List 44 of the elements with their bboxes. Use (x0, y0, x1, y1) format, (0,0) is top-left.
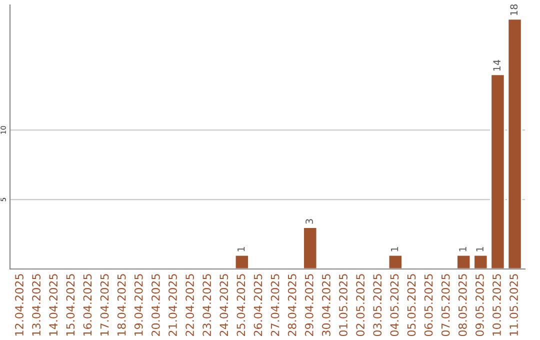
bar (456, 254, 472, 269)
x-tick-label: 29.04.2025 (304, 274, 314, 336)
x-tick-label: 25.04.2025 (236, 274, 246, 336)
x-tick-label: 30.04.2025 (322, 274, 330, 336)
x-tick-label: 04.05.2025 (390, 274, 399, 336)
x-tick-label: 22.04.2025 (186, 274, 194, 336)
x-tick-label: 11.05.2025 (510, 274, 518, 336)
x-tick-label: 26.04.2025 (254, 274, 262, 336)
x-tick-label: 06.05.2025 (424, 274, 433, 336)
bar (490, 74, 506, 269)
x-tick-label: 27.04.2025 (270, 274, 280, 336)
x-tick-label: 21.04.2025 (168, 274, 177, 336)
x-tick-label: 10.05.2025 (492, 274, 501, 336)
bar (388, 254, 403, 269)
x-tick-label: 02.05.2025 (356, 274, 365, 336)
x-tick-label: 23.04.2025 (202, 274, 212, 336)
bar (507, 18, 522, 269)
data-label: 1 (459, 247, 466, 252)
x-tick-label: 16.04.2025 (83, 274, 92, 336)
x-tick-label: 01.05.2025 (339, 274, 348, 336)
data-label: 1 (238, 247, 245, 252)
data-label: 3 (306, 219, 313, 224)
x-tick-label: 13.04.2025 (32, 274, 41, 336)
x-tick-label: 09.05.2025 (475, 274, 484, 336)
data-label: 14 (493, 60, 500, 71)
data-label: 1 (390, 247, 398, 252)
x-tick-label: 07.05.2025 (441, 274, 450, 336)
x-tick-label: 05.05.2025 (407, 274, 416, 336)
bar (473, 254, 488, 269)
bar (234, 254, 250, 269)
x-tick-label: 17.04.2025 (100, 274, 109, 336)
x-tick-label: 19.04.2025 (134, 274, 143, 336)
bar (302, 226, 318, 269)
data-label: 1 (476, 247, 484, 252)
x-tick-label: 28.04.2025 (288, 274, 296, 336)
data-label: 18 (510, 4, 518, 16)
x-tick-label: 14.04.2025 (49, 274, 58, 336)
x-tick-label: 15.04.2025 (66, 274, 75, 336)
x-tick-label: 03.05.2025 (373, 274, 382, 336)
x-tick-label: 12.04.2025 (15, 274, 24, 336)
x-tick-label: 24.04.2025 (220, 274, 228, 336)
x-tick-label: 20.04.2025 (151, 274, 160, 336)
x-tick-label: 08.05.2025 (458, 274, 467, 336)
x-tick-label: 18.04.2025 (117, 274, 126, 336)
